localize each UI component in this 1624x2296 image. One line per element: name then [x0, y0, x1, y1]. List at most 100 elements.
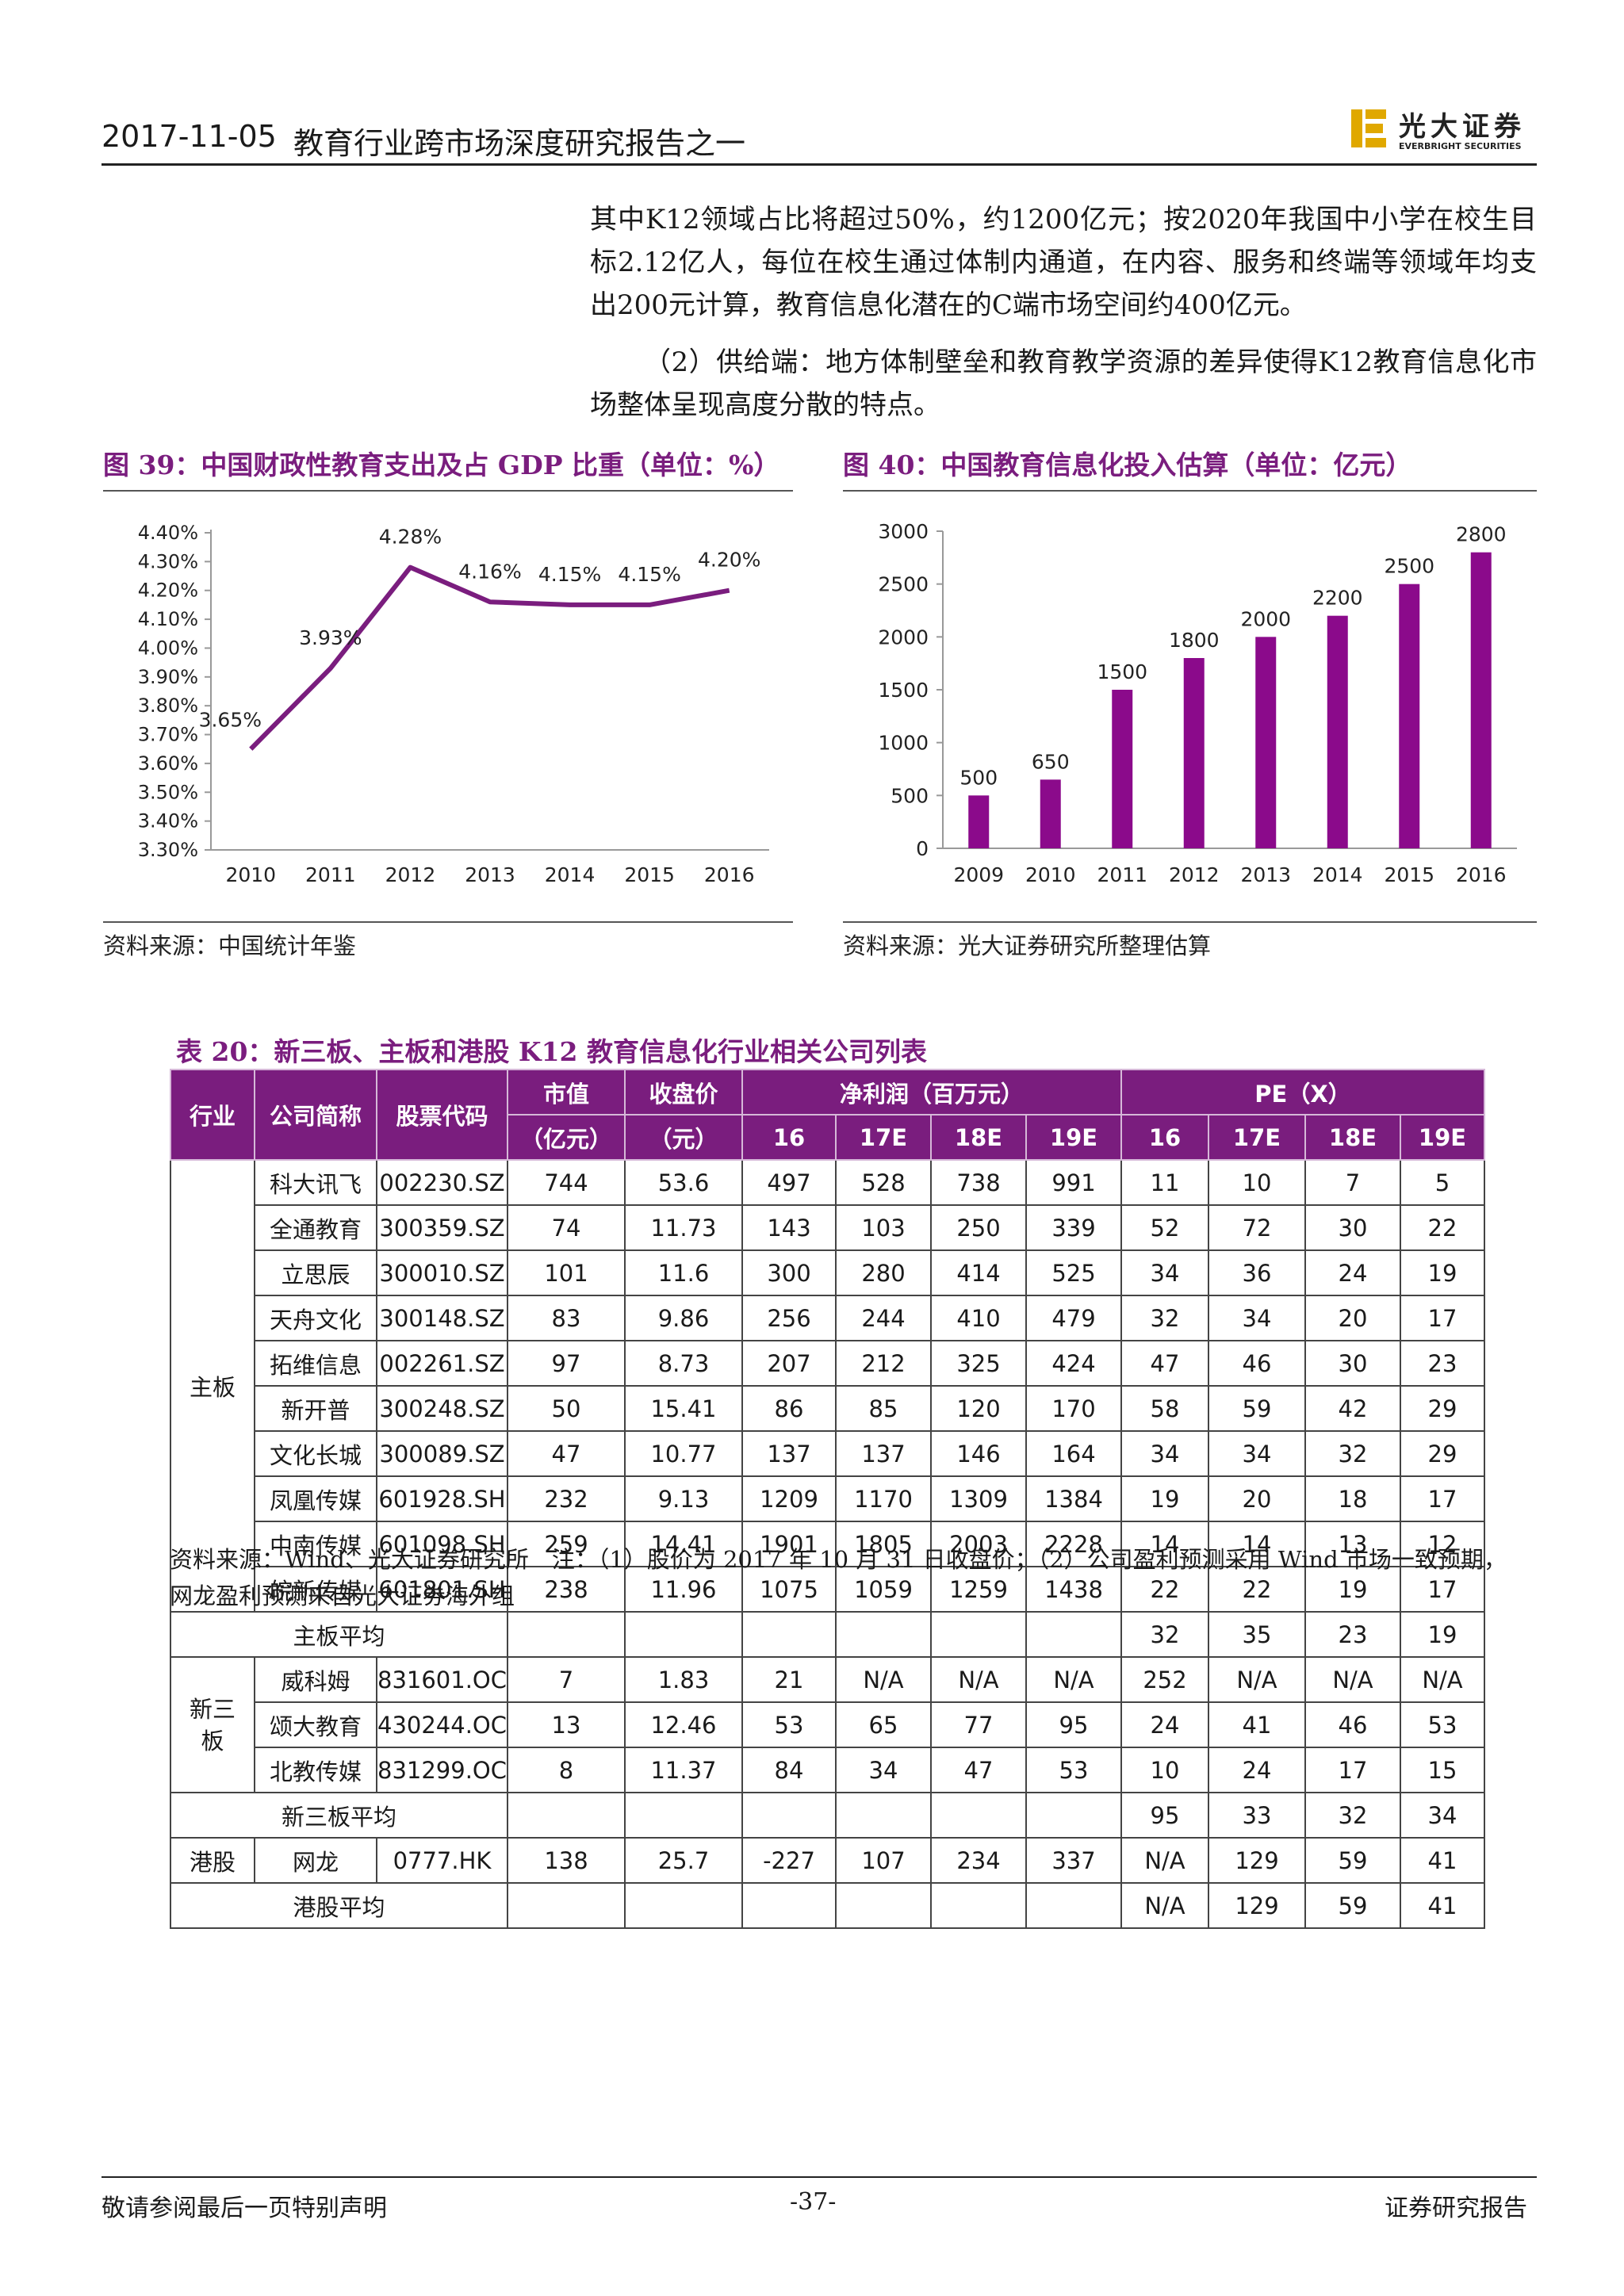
cell-np-19e: 1438: [1025, 1566, 1122, 1613]
cell-pe-18e: N/A: [1304, 1656, 1401, 1703]
x-tick-label: 2014: [1312, 863, 1363, 886]
cell-close-price: 9.86: [624, 1295, 743, 1341]
cell-np-17e: 528: [835, 1159, 932, 1206]
cell-np-17e: 1170: [835, 1475, 932, 1522]
cell-close-price: 11.37: [624, 1747, 743, 1793]
cell-pe-18e: 7: [1304, 1159, 1401, 1206]
empty-cell: [624, 1792, 743, 1839]
figure-39-source: 资料来源：中国统计年鉴: [103, 932, 357, 959]
data-label: 500: [959, 766, 998, 789]
average-label: 港股平均: [170, 1882, 508, 1929]
cell-pe-17e: 34: [1208, 1430, 1306, 1477]
cell-close-price: 11.73: [624, 1204, 743, 1251]
table-row: 全通教育 300359.SZ 74 11.73 143 103 250 339 52 72 30 22: [170, 1204, 1485, 1251]
y-tick-label: 3.40%: [138, 810, 198, 832]
th-market-cap-unit: （亿元）: [507, 1114, 626, 1161]
x-tick-label: 2011: [1097, 863, 1147, 886]
cell-np-16: 53: [741, 1701, 837, 1748]
cell-stock-code: 002230.SZ: [376, 1159, 508, 1206]
table-row: 新三板 威科姆 831601.OC 7 1.83 21 N/A N/A N/A 252 N/A N/A…: [170, 1656, 1485, 1793]
bar: [1327, 615, 1348, 848]
figure-40-source: 资料来源：光大证券研究所整理估算: [843, 932, 1212, 959]
th-pe-16: 16: [1120, 1114, 1209, 1161]
table-note-line-1: 资料来源：Wind、光大证券研究所 注：（1）股价为 2017 年 10 月 3…: [170, 1546, 1507, 1573]
table-row: 中南传媒 601098.SH 259 14.41 1901 1805 2003 2228 14 1…: [170, 1521, 1485, 1567]
cell-pe-16: 24: [1120, 1701, 1209, 1748]
empty-cell: [624, 1611, 743, 1658]
th-np-19e: 19E: [1025, 1114, 1122, 1161]
table-20-note: 资料来源：Wind、光大证券研究所 注：（1）股价为 2017 年 10 月 3…: [170, 1541, 1537, 1614]
cell-pe-18e: 13: [1304, 1521, 1401, 1567]
table-20-caption: 表 20：新三板、主板和港股 K12 教育信息化行业相关公司列表: [176, 1036, 927, 1067]
y-tick-label: 3.80%: [138, 695, 198, 717]
cell-pe-19e: N/A: [1400, 1656, 1485, 1703]
cell-pe-18e: 32: [1304, 1430, 1401, 1477]
x-tick-label: 2016: [704, 863, 755, 886]
cell-close-price: 11.6: [624, 1249, 743, 1296]
table-row: 皖新传媒 601801.SH 238 11.96 1075 1059 1259 1438 22 2…: [170, 1566, 1485, 1613]
empty-cell: [835, 1882, 932, 1929]
y-tick-label: 0: [916, 837, 929, 860]
empty-cell: [930, 1792, 1027, 1839]
cell-pe-17e: 14: [1208, 1521, 1306, 1567]
cell-np-16: 1075: [741, 1566, 837, 1613]
footer-rule: [102, 2176, 1537, 2178]
cell-company-name: 立思辰: [254, 1249, 377, 1296]
cell-close-price: 25.7: [624, 1837, 743, 1884]
figure-39-top-rule: [103, 490, 793, 492]
cell-pe-16: 34: [1120, 1430, 1209, 1477]
cell-np-16: 137: [741, 1430, 837, 1477]
cell-pe-17e: 22: [1208, 1566, 1306, 1613]
data-label: 3.93%: [299, 626, 362, 649]
average-label: 新三板平均: [170, 1792, 508, 1839]
cell-pe-19e: 23: [1400, 1340, 1485, 1387]
cell-market-cap: 47: [507, 1430, 626, 1477]
cell-stock-code: 831299.OC: [376, 1747, 508, 1793]
th-market-cap: 市值: [507, 1069, 626, 1115]
cell-pe-16: 52: [1120, 1204, 1209, 1251]
cell-pe-18e: 30: [1304, 1340, 1401, 1387]
cell-close-price: 12.46: [624, 1701, 743, 1748]
average-label: 主板平均: [170, 1611, 508, 1658]
x-tick-label: 2010: [1025, 863, 1076, 886]
empty-cell: [1025, 1611, 1122, 1658]
cell-np-19e: 53: [1025, 1747, 1122, 1793]
empty-cell: [1025, 1882, 1122, 1929]
cell-np-17e: 280: [835, 1249, 932, 1296]
cell-market-cap: 13: [507, 1701, 626, 1748]
cell-pe-17e: N/A: [1208, 1656, 1306, 1703]
cell-np-17e: 137: [835, 1430, 932, 1477]
cell-pe-18e: 19: [1304, 1566, 1401, 1613]
cell-pe-17e: 24: [1208, 1747, 1306, 1793]
cell-market-cap: 138: [507, 1837, 626, 1884]
y-tick-label: 4.10%: [138, 608, 198, 630]
cell-pe-19e: 5: [1400, 1159, 1485, 1206]
cell-stock-code: 601098.SH: [376, 1521, 508, 1567]
th-industry: 行业: [170, 1069, 255, 1161]
bar: [968, 795, 990, 848]
cell-np-18e: 2003: [930, 1521, 1027, 1567]
x-tick-label: 2011: [305, 863, 356, 886]
cell-close-price: 11.96: [624, 1566, 743, 1613]
table-row: 主板 科大讯飞 002230.SZ 744 53.6 497 528 738 991 11 10 7 5: [170, 1159, 1485, 1613]
y-tick-label: 3.50%: [138, 781, 198, 803]
cell-pe-17e: 59: [1208, 1385, 1306, 1432]
data-label: 4.15%: [618, 563, 680, 586]
data-label: 4.20%: [698, 549, 760, 572]
footer-report-type: 证券研究报告: [1385, 2195, 1527, 2222]
average-pe-18e: 59: [1304, 1882, 1401, 1929]
cell-np-19e: 1384: [1025, 1475, 1122, 1522]
cell-company-name: 科大讯飞: [254, 1159, 377, 1206]
x-tick-label: 2012: [1169, 863, 1220, 886]
th-np-17e: 17E: [835, 1114, 932, 1161]
cell-market-cap: 83: [507, 1295, 626, 1341]
y-tick-label: 3000: [878, 520, 929, 543]
th-close-price-unit: （元）: [624, 1114, 743, 1161]
data-label: 1800: [1169, 629, 1220, 652]
bar: [1040, 779, 1061, 848]
data-label: 4.16%: [458, 560, 521, 583]
cell-pe-18e: 59: [1304, 1837, 1401, 1884]
bar: [1255, 637, 1277, 848]
table-row: 颂大教育 430244.OC 13 12.46 53 65 77 95 24 41 46 53: [170, 1701, 1485, 1748]
x-tick-label: 2010: [225, 863, 276, 886]
